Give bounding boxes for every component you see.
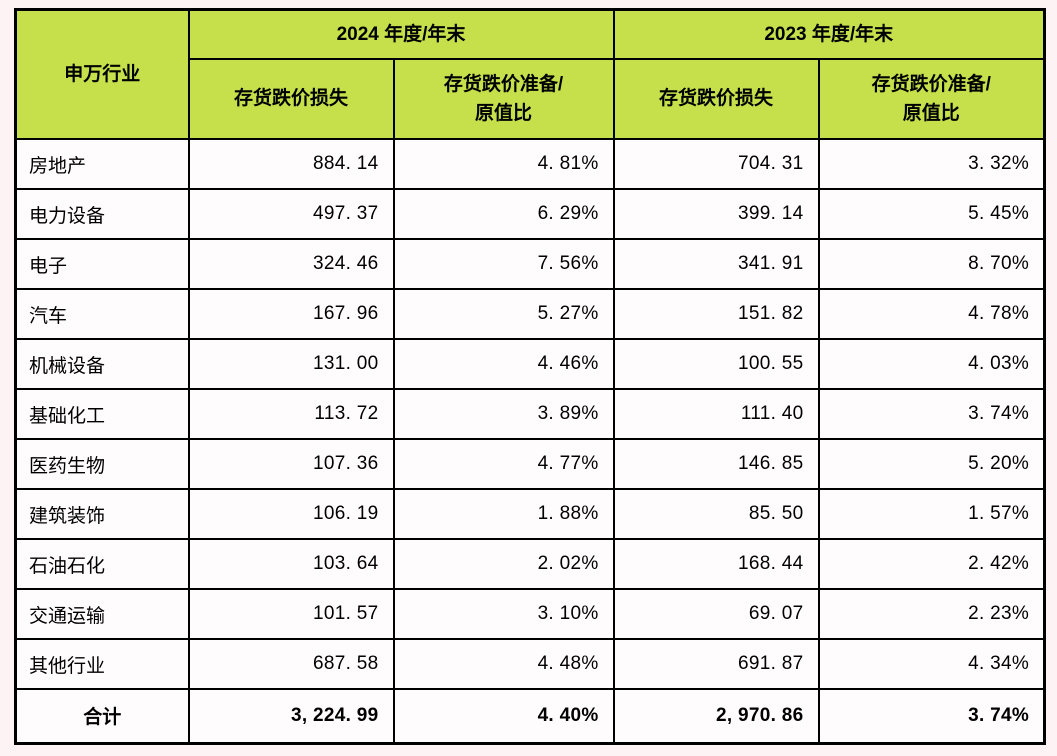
ratio-2023-cell: 4. 34% bbox=[817, 638, 1046, 690]
loss-2023-cell: 691. 87 bbox=[612, 638, 820, 690]
table-row: 医药生物 107. 36 4. 77% 146. 85 5. 20% bbox=[14, 438, 1046, 490]
ratio-2023-cell: 3. 32% bbox=[817, 138, 1046, 190]
ratio-2024-cell: 4. 46% bbox=[392, 338, 615, 390]
table-row: 电子 324. 46 7. 56% 341. 91 8. 70% bbox=[14, 238, 1046, 290]
ratio-2024-cell: 4. 48% bbox=[392, 638, 615, 690]
loss-2023-cell: 69. 07 bbox=[612, 588, 820, 640]
total-ratio-2024-cell: 4. 40% bbox=[392, 688, 615, 744]
table-row: 基础化工 113. 72 3. 89% 111. 40 3. 74% bbox=[14, 388, 1046, 440]
header-ratio-2024-line1: 存货跌价准备/ bbox=[443, 73, 564, 95]
loss-2024-cell: 884. 14 bbox=[187, 138, 395, 190]
ratio-2024-cell: 5. 27% bbox=[392, 288, 615, 340]
ratio-2024-cell: 4. 77% bbox=[392, 438, 615, 490]
loss-2023-cell: 100. 55 bbox=[612, 338, 820, 390]
table-body: 房地产 884. 14 4. 81% 704. 31 3. 32% 电力设备 4… bbox=[14, 138, 1046, 744]
loss-2023-cell: 341. 91 bbox=[612, 238, 820, 290]
header-group-2023: 2023 年度/年末 bbox=[612, 8, 1046, 60]
industry-cell: 交通运输 bbox=[14, 588, 190, 640]
table-row: 房地产 884. 14 4. 81% 704. 31 3. 32% bbox=[14, 138, 1046, 190]
industry-cell: 汽车 bbox=[14, 288, 190, 340]
loss-2024-cell: 106. 19 bbox=[187, 488, 395, 540]
table-header: 申万行业 2024 年度/年末 2023 年度/年末 存货跌价损失 存货跌价准备… bbox=[14, 8, 1046, 140]
ratio-2024-cell: 6. 29% bbox=[392, 188, 615, 240]
table-row: 建筑装饰 106. 19 1. 88% 85. 50 1. 57% bbox=[14, 488, 1046, 540]
ratio-2024-cell: 3. 89% bbox=[392, 388, 615, 440]
total-loss-2023-cell: 2, 970. 86 bbox=[612, 688, 820, 744]
loss-2023-cell: 399. 14 bbox=[612, 188, 820, 240]
loss-2023-cell: 151. 82 bbox=[612, 288, 820, 340]
ratio-2024-cell: 1. 88% bbox=[392, 488, 615, 540]
header-ratio-2024-line2: 原值比 bbox=[475, 103, 533, 124]
header-group-row: 申万行业 2024 年度/年末 2023 年度/年末 bbox=[14, 8, 1046, 140]
loss-2023-cell: 704. 31 bbox=[612, 138, 820, 190]
ratio-2023-cell: 8. 70% bbox=[817, 238, 1046, 290]
industry-cell: 机械设备 bbox=[14, 338, 190, 390]
ratio-2024-cell: 3. 10% bbox=[392, 588, 615, 640]
header-ratio-2023: 存货跌价准备/ 原值比 bbox=[817, 58, 1046, 140]
header-ratio-2023-line1: 存货跌价准备/ bbox=[871, 73, 991, 95]
table-row: 机械设备 131. 00 4. 46% 100. 55 4. 03% bbox=[14, 338, 1046, 390]
loss-2023-cell: 146. 85 bbox=[612, 438, 820, 490]
ratio-2024-cell: 4. 81% bbox=[392, 138, 615, 190]
ratio-2024-cell: 7. 56% bbox=[392, 238, 615, 290]
industry-cell: 石油石化 bbox=[14, 538, 190, 590]
total-row: 合计 3, 224. 99 4. 40% 2, 970. 86 3. 74% bbox=[14, 688, 1046, 744]
industry-cell: 电力设备 bbox=[14, 188, 190, 240]
table-row: 电力设备 497. 37 6. 29% 399. 14 5. 45% bbox=[14, 188, 1046, 240]
loss-2023-cell: 111. 40 bbox=[612, 388, 820, 440]
total-loss-2024-cell: 3, 224. 99 bbox=[187, 688, 395, 744]
header-group-2024: 2024 年度/年末 bbox=[187, 8, 615, 60]
header-ratio-2023-line2: 原值比 bbox=[902, 103, 960, 124]
industry-cell: 其他行业 bbox=[14, 638, 190, 690]
header-loss-2024: 存货跌价损失 bbox=[187, 58, 395, 140]
table-row: 交通运输 101. 57 3. 10% 69. 07 2. 23% bbox=[14, 588, 1046, 640]
ratio-2023-cell: 2. 23% bbox=[817, 588, 1046, 640]
loss-2024-cell: 101. 57 bbox=[187, 588, 395, 640]
industry-cell: 建筑装饰 bbox=[14, 488, 190, 540]
loss-2024-cell: 687. 58 bbox=[187, 638, 395, 690]
ratio-2023-cell: 2. 42% bbox=[817, 538, 1046, 590]
ratio-2023-cell: 3. 74% bbox=[817, 388, 1046, 440]
loss-2024-cell: 131. 00 bbox=[187, 338, 395, 390]
loss-2024-cell: 167. 96 bbox=[187, 288, 395, 340]
ratio-2023-cell: 1. 57% bbox=[817, 488, 1046, 540]
industry-cell: 房地产 bbox=[14, 138, 190, 190]
loss-2024-cell: 324. 46 bbox=[187, 238, 395, 290]
loss-2023-cell: 85. 50 bbox=[612, 488, 820, 540]
table-row: 石油石化 103. 64 2. 02% 168. 44 2. 42% bbox=[14, 538, 1046, 590]
header-loss-2023: 存货跌价损失 bbox=[612, 58, 820, 140]
industry-cell: 基础化工 bbox=[14, 388, 190, 440]
ratio-2023-cell: 4. 03% bbox=[817, 338, 1046, 390]
industry-cell: 医药生物 bbox=[14, 438, 190, 490]
ratio-2023-cell: 5. 45% bbox=[817, 188, 1046, 240]
loss-2023-cell: 168. 44 bbox=[612, 538, 820, 590]
header-ratio-2024: 存货跌价准备/ 原值比 bbox=[392, 58, 615, 140]
loss-2024-cell: 107. 36 bbox=[187, 438, 395, 490]
ratio-2023-cell: 5. 20% bbox=[817, 438, 1046, 490]
inventory-writedown-table: 申万行业 2024 年度/年末 2023 年度/年末 存货跌价损失 存货跌价准备… bbox=[14, 8, 1047, 745]
industry-cell: 电子 bbox=[14, 238, 190, 290]
table-row: 汽车 167. 96 5. 27% 151. 82 4. 78% bbox=[14, 288, 1046, 340]
header-sub-row: 存货跌价损失 存货跌价准备/ 原值比 存货跌价损失 存货跌价准备/ 原值比 bbox=[16, 58, 1046, 140]
loss-2024-cell: 103. 64 bbox=[187, 538, 395, 590]
total-label-cell: 合计 bbox=[14, 688, 190, 744]
header-industry: 申万行业 bbox=[14, 8, 190, 140]
table-row: 其他行业 687. 58 4. 48% 691. 87 4. 34% bbox=[14, 638, 1046, 690]
total-ratio-2023-cell: 3. 74% bbox=[817, 688, 1046, 744]
loss-2024-cell: 497. 37 bbox=[187, 188, 395, 240]
ratio-2023-cell: 4. 78% bbox=[817, 288, 1046, 340]
ratio-2024-cell: 2. 02% bbox=[392, 538, 615, 590]
loss-2024-cell: 113. 72 bbox=[187, 388, 395, 440]
